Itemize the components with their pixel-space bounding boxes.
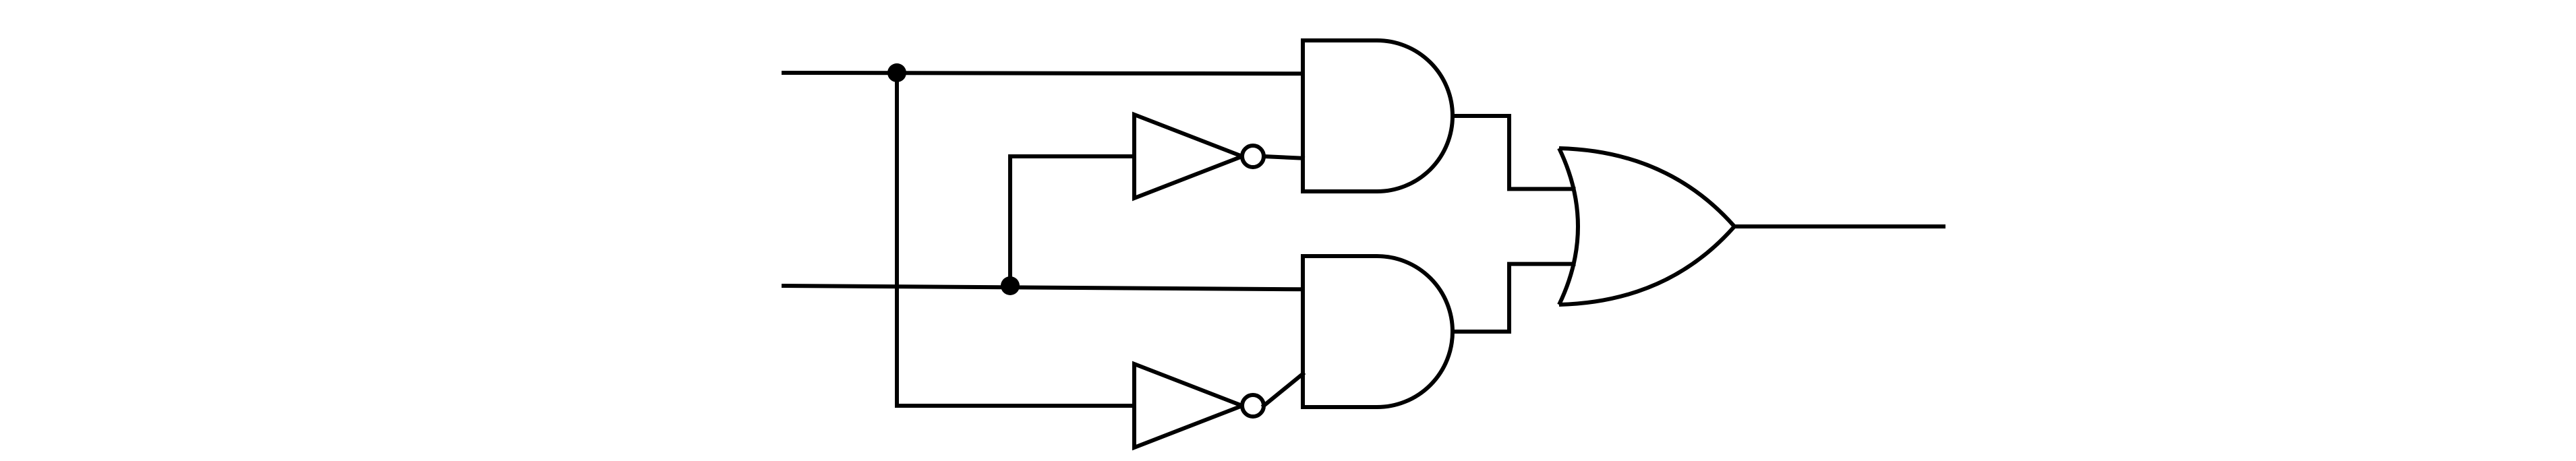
- wire-not2-and2: [1264, 374, 1303, 406]
- wire-B-to-not1: [1010, 156, 1134, 286]
- wire-and2-or: [1453, 264, 1574, 332]
- and-gate-1: [1303, 40, 1453, 191]
- junction-B: [1001, 276, 1020, 295]
- wire-A-to-not2: [897, 73, 1134, 406]
- not-gate-2: [1134, 364, 1264, 448]
- wire-not1-and1: [1264, 156, 1303, 158]
- wire-and1-or: [1453, 116, 1574, 189]
- junction-A: [887, 63, 906, 82]
- and-gate-2: [1303, 256, 1453, 407]
- wire-inputB: [784, 286, 1303, 289]
- or-gate: [1559, 148, 1734, 305]
- not-gate-1: [1134, 115, 1264, 198]
